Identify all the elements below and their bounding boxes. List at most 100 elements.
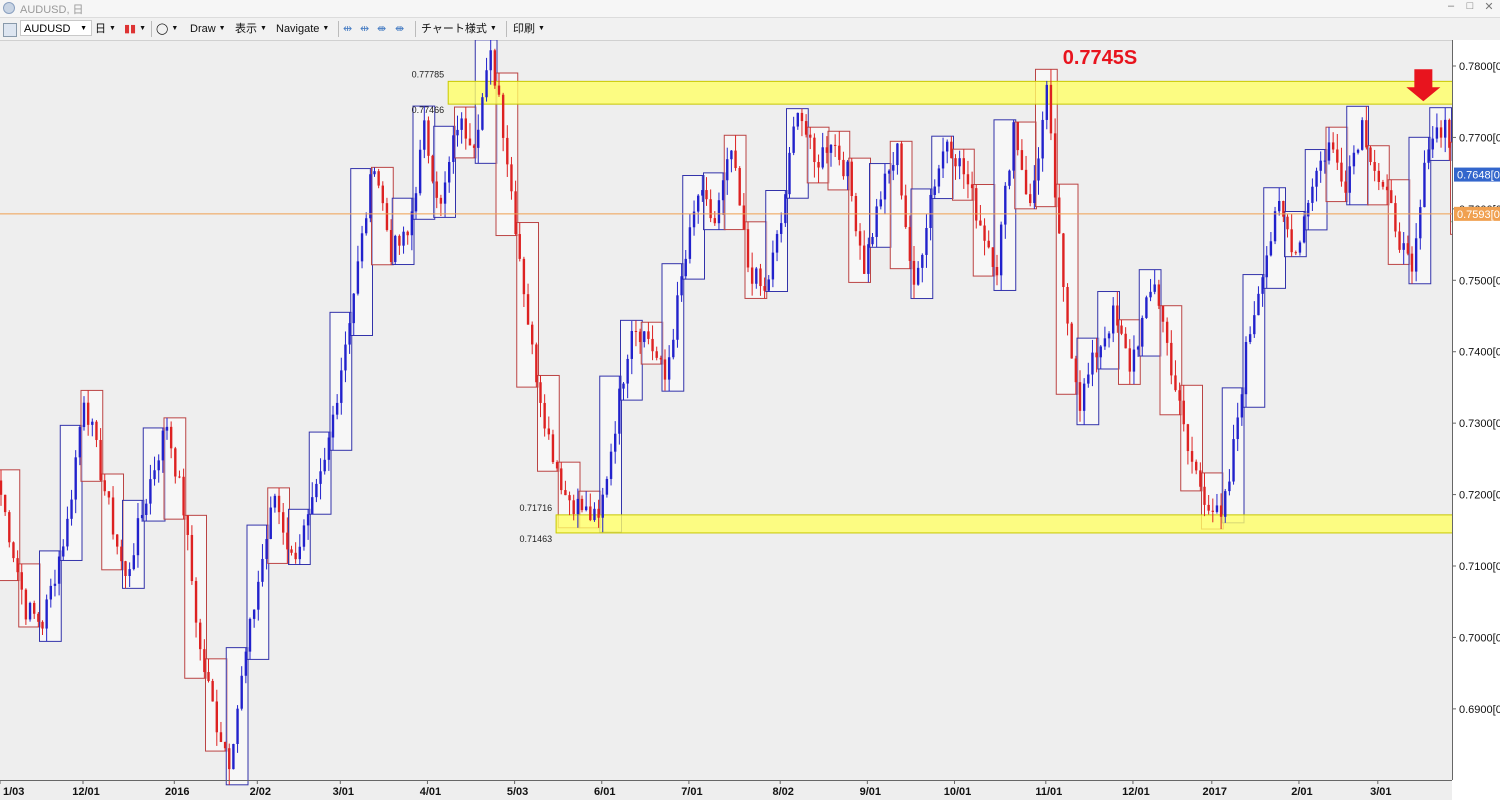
- candle-body: [124, 561, 127, 576]
- print-label: 印刷: [513, 23, 535, 35]
- candle-body: [95, 421, 98, 440]
- candle-body: [531, 324, 534, 345]
- candle-body: [489, 50, 492, 71]
- candle-body: [389, 229, 393, 262]
- close-icon[interactable]: ✕: [1484, 1, 1494, 13]
- candle-body: [950, 141, 953, 159]
- navigate-menu[interactable]: Navigate ▼: [276, 21, 329, 37]
- candle-body: [1008, 170, 1011, 186]
- candle-body: [0, 480, 3, 495]
- candle-body: [651, 338, 654, 352]
- candle-body: [174, 448, 177, 477]
- candle-body: [667, 357, 671, 380]
- candle-body: [663, 359, 667, 380]
- chevron-down-icon: ▼: [218, 25, 226, 33]
- candle-body: [377, 171, 380, 186]
- symbol-select[interactable]: AUDUSD ▼: [20, 20, 92, 36]
- candle-body: [356, 261, 360, 294]
- candle-body: [825, 147, 829, 153]
- x-tick-label: 11/01: [1035, 786, 1062, 798]
- candle-body: [1385, 186, 1389, 191]
- zoom-out-icon[interactable]: ⇹: [360, 23, 370, 35]
- scroll-left-icon[interactable]: ⇼: [377, 23, 387, 35]
- candle-body: [589, 506, 592, 521]
- candle-body: [863, 245, 866, 274]
- candle-body: [892, 165, 895, 171]
- candle-body: [128, 569, 131, 576]
- print-menu[interactable]: 印刷 ▼: [513, 21, 545, 37]
- candle-body: [1041, 119, 1044, 159]
- candle-body: [609, 451, 613, 479]
- candle-body: [908, 227, 912, 261]
- candle-body: [796, 112, 799, 127]
- candle-body: [352, 293, 355, 324]
- x-tick-label: 4/01: [420, 786, 441, 798]
- candle-body: [327, 437, 331, 460]
- candle-body: [618, 388, 621, 434]
- y-axis-panel: [1452, 40, 1500, 800]
- candle-body: [140, 514, 144, 519]
- candle-body: [900, 143, 903, 196]
- candle-body: [510, 164, 513, 192]
- axes: 0.7800[00.7700[00.7600[00.7500[00.7400[0…: [0, 40, 1500, 800]
- zoom-in-icon[interactable]: ⇹: [343, 23, 353, 35]
- candle-body: [37, 613, 40, 622]
- zone-upper-label-left: 0.77785: [412, 69, 445, 79]
- candle-body: [975, 188, 978, 221]
- candle-body: [335, 402, 339, 415]
- candle-body: [738, 168, 741, 206]
- candle-body: [1182, 400, 1185, 425]
- candle-body: [1294, 252, 1297, 254]
- candle-body: [223, 741, 227, 749]
- candle-body: [1439, 127, 1443, 138]
- candle-body: [680, 276, 683, 296]
- chart-style-menu[interactable]: チャート様式 ▼: [421, 21, 497, 37]
- candle-body: [1431, 138, 1434, 150]
- candle-type-button[interactable]: ▮▮ ▼: [124, 23, 147, 35]
- candle-body: [406, 231, 409, 236]
- candle-body: [49, 585, 52, 600]
- candle-body: [232, 743, 235, 770]
- candle-body: [1427, 149, 1430, 163]
- candle-body: [1066, 287, 1069, 324]
- separator: [151, 21, 152, 37]
- candle-body: [265, 538, 268, 559]
- candle-body: [750, 267, 754, 284]
- candle-body: [485, 70, 488, 98]
- candle-body: [45, 599, 48, 629]
- candle-body: [713, 218, 716, 224]
- candle-body: [763, 286, 766, 291]
- chart-icon[interactable]: [3, 23, 17, 37]
- candle-body: [66, 518, 69, 547]
- candle-body: [1190, 451, 1194, 462]
- candle-body: [1244, 342, 1248, 395]
- chevron-down-icon: ▼: [171, 25, 179, 33]
- candle-body: [248, 618, 252, 652]
- minimize-icon[interactable]: –: [1447, 0, 1455, 12]
- candle-body: [62, 546, 65, 557]
- x-tick-label: 2016: [165, 786, 189, 798]
- candle-body: [883, 173, 887, 200]
- circle-tool-button[interactable]: ◯ ▼: [156, 23, 179, 35]
- price-chart[interactable]: 0.777850.774660.777850.774660.717160.714…: [0, 40, 1500, 800]
- chevron-down-icon: ▼: [80, 25, 87, 32]
- candle-body: [261, 558, 264, 582]
- x-tick-label: 12/01: [72, 786, 100, 798]
- display-menu[interactable]: 表示 ▼: [235, 21, 267, 37]
- candle-body: [767, 279, 770, 291]
- scroll-right-icon[interactable]: ⇼: [395, 23, 405, 35]
- candle-body: [91, 421, 94, 425]
- candle-body: [348, 323, 351, 345]
- timeframe-value: 日: [95, 23, 106, 35]
- candle-body: [344, 344, 347, 371]
- maximize-icon[interactable]: □: [1466, 0, 1474, 12]
- candle-body: [630, 330, 633, 359]
- timeframe-select[interactable]: 日 ▼: [95, 21, 116, 37]
- candle-body: [111, 497, 115, 535]
- candle-body: [186, 515, 189, 535]
- candle-body: [1311, 186, 1314, 203]
- window-title: AUDUSD, 日: [20, 4, 84, 16]
- candle-body: [427, 120, 430, 156]
- candle-body: [1124, 333, 1127, 349]
- draw-menu[interactable]: Draw ▼: [190, 21, 226, 37]
